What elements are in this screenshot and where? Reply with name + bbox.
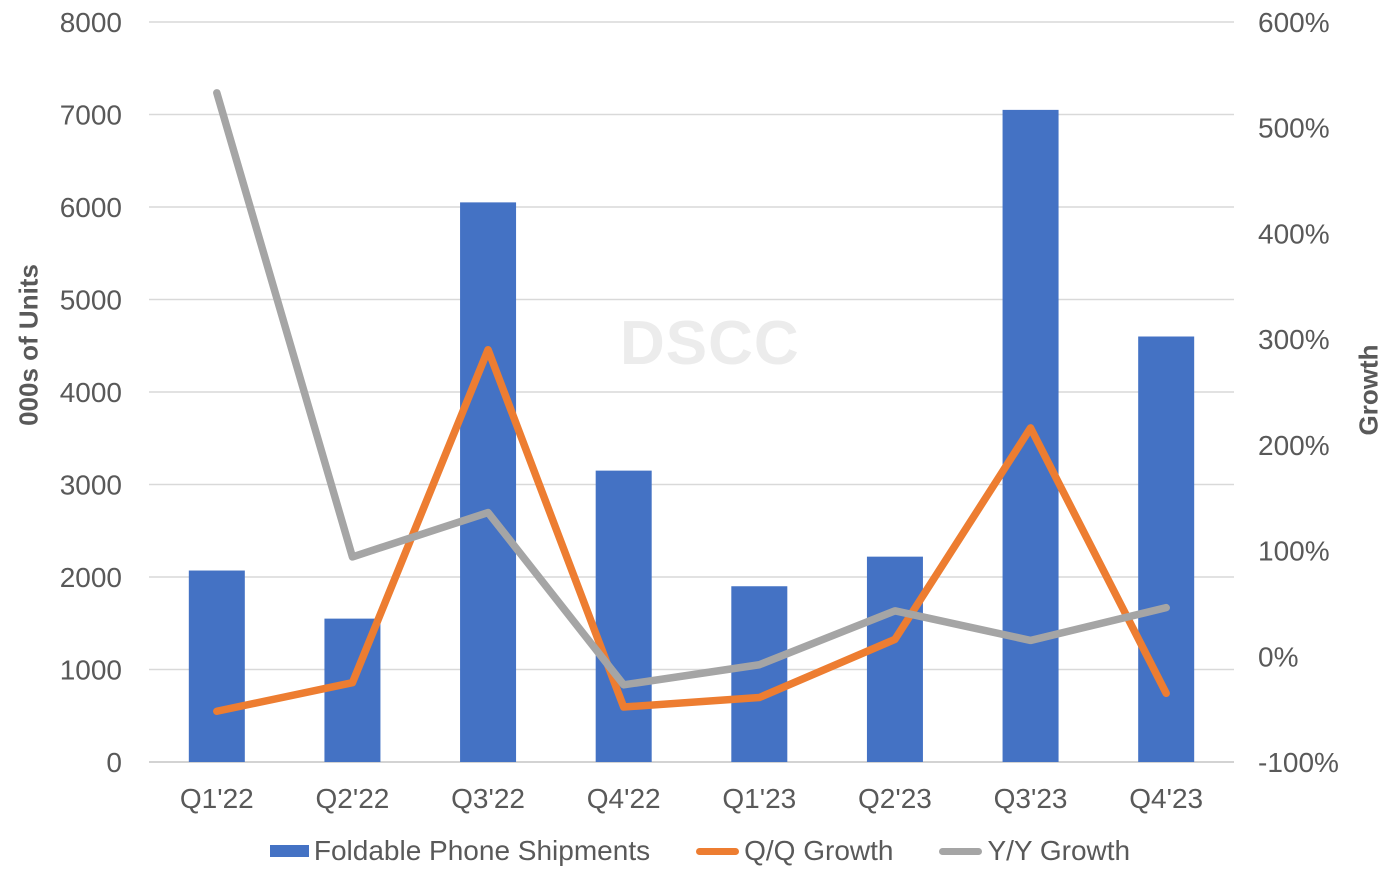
right-tick-label: 300% xyxy=(1258,324,1330,355)
right-axis-tick-labels: -100% 0% 100% 200% 300% 400% 500% 600% xyxy=(1258,7,1339,778)
legend-item-yy-growth: Y/Y Growth xyxy=(939,835,1130,867)
left-tick-label: 1000 xyxy=(60,655,122,686)
legend-item-qq-growth: Q/Q Growth xyxy=(696,835,893,867)
left-tick-label: 2000 xyxy=(60,562,122,593)
legend: Foldable Phone Shipments Q/Q Growth Y/Y … xyxy=(0,835,1400,867)
x-tick-label: Q3'23 xyxy=(994,783,1068,814)
qq-growth-line xyxy=(213,345,1170,716)
shipments-bars xyxy=(188,109,1195,762)
legend-label-shipments: Foldable Phone Shipments xyxy=(313,835,651,866)
left-axis-title: 000s of Units xyxy=(13,264,44,426)
right-tick-label: 0% xyxy=(1258,641,1298,672)
x-tick-label: Q4'22 xyxy=(587,783,661,814)
x-tick-label: Q2'23 xyxy=(858,783,932,814)
x-tick-label: Q3'22 xyxy=(451,783,525,814)
shipment-bar xyxy=(595,470,652,762)
right-tick-label: 600% xyxy=(1258,7,1330,38)
left-tick-label: 0 xyxy=(106,747,122,778)
qq-growth-swatch-icon xyxy=(696,847,740,855)
legend-label-yy-growth: Y/Y Growth xyxy=(987,835,1131,866)
right-tick-label: -100% xyxy=(1258,747,1339,778)
right-tick-label: 500% xyxy=(1258,113,1330,144)
dscc-watermark: DSCC xyxy=(620,309,800,378)
left-axis-tick-labels: 0 1000 2000 3000 4000 5000 6000 7000 8000 xyxy=(60,7,122,778)
legend-label-qq-growth: Q/Q Growth xyxy=(744,835,894,866)
right-tick-label: 400% xyxy=(1258,218,1330,249)
right-tick-label: 100% xyxy=(1258,536,1330,567)
left-tick-label: 7000 xyxy=(60,100,122,131)
yy-growth-line xyxy=(213,89,1170,689)
left-tick-label: 8000 xyxy=(60,7,122,38)
x-axis-tick-labels: Q1'22 Q2'22 Q3'22 Q4'22 Q1'23 Q2'23 Q3'23 Q4'23 xyxy=(180,783,1203,814)
right-tick-label: 200% xyxy=(1258,430,1330,461)
left-tick-label: 6000 xyxy=(60,192,122,223)
shipment-bar xyxy=(866,556,923,762)
shipment-bar xyxy=(188,570,245,762)
yy-growth-swatch-icon xyxy=(939,847,983,855)
right-axis-title: Growth xyxy=(1353,344,1384,436)
left-tick-label: 3000 xyxy=(60,470,122,501)
shipment-bar xyxy=(731,586,788,762)
x-tick-label: Q2'22 xyxy=(316,783,390,814)
gridlines xyxy=(149,21,1234,763)
x-tick-label: Q1'22 xyxy=(180,783,254,814)
legend-item-shipments: Foldable Phone Shipments xyxy=(269,835,651,867)
x-tick-label: Q1'23 xyxy=(722,783,796,814)
left-tick-label: 5000 xyxy=(60,285,122,316)
shipment-bar xyxy=(1138,336,1195,762)
left-tick-label: 4000 xyxy=(60,377,122,408)
x-tick-label: Q4'23 xyxy=(1129,783,1203,814)
shipment-bar xyxy=(460,202,517,762)
shipments-swatch-icon xyxy=(269,845,309,857)
